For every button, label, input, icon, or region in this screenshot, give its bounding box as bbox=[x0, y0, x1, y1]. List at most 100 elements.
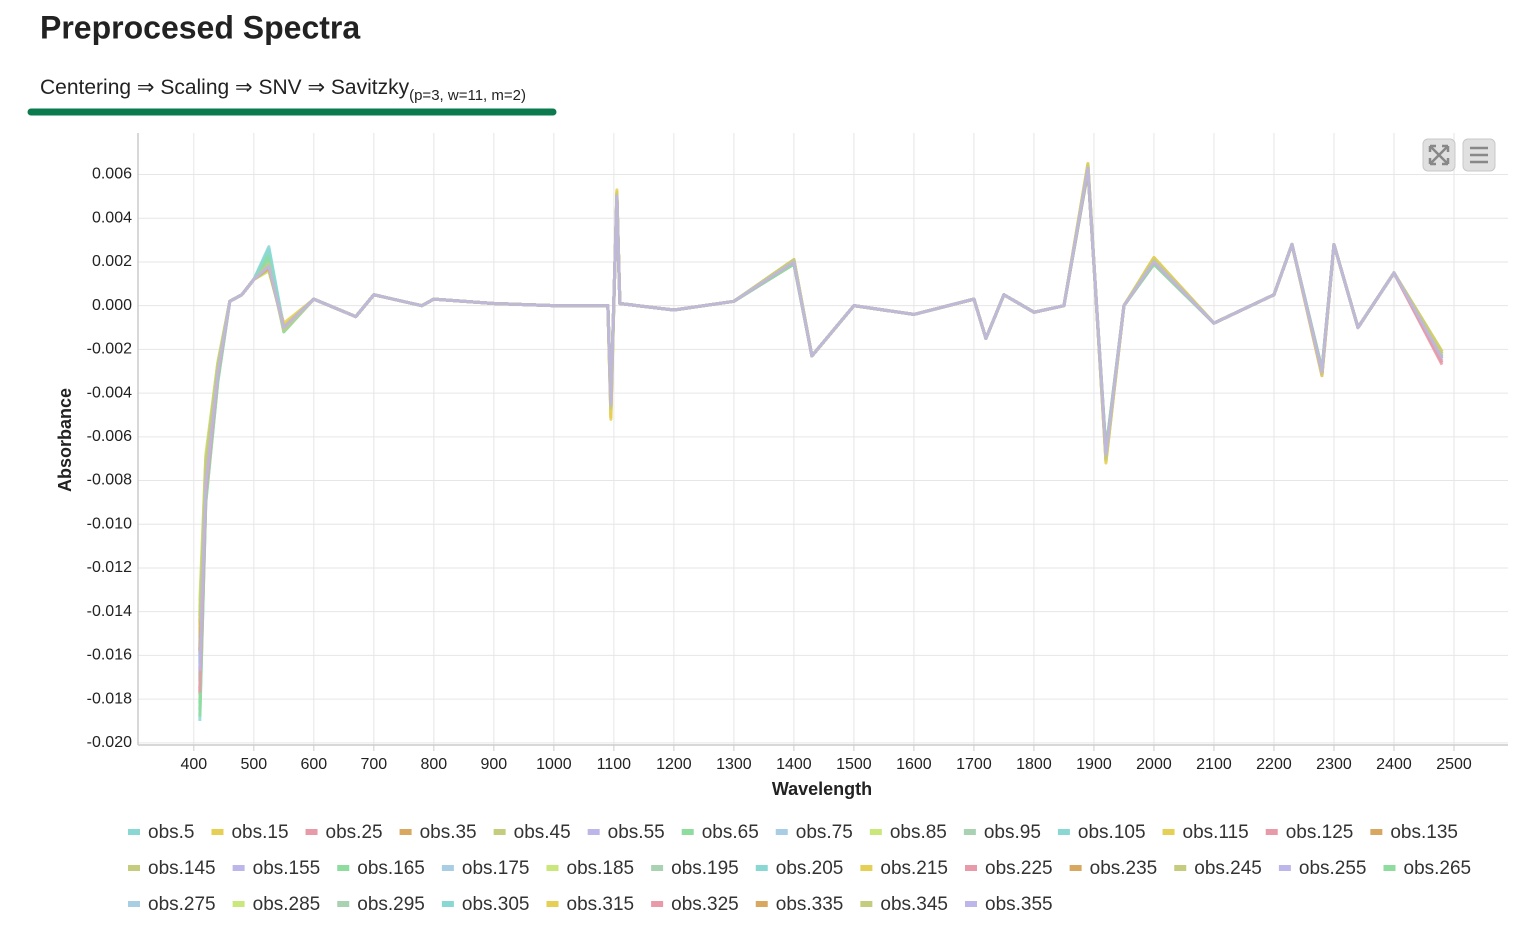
x-tick-label: 1500 bbox=[836, 756, 872, 773]
series-line bbox=[198, 166, 1444, 680]
legend-label: obs.135 bbox=[1390, 822, 1458, 843]
legend-item[interactable]: obs.205 bbox=[755, 858, 844, 879]
series-line bbox=[198, 170, 1444, 722]
legend-item[interactable]: obs.215 bbox=[860, 858, 948, 879]
legend-swatch bbox=[681, 829, 694, 835]
y-tick-label: -0.008 bbox=[87, 472, 132, 489]
legend-item[interactable]: obs.275 bbox=[128, 894, 216, 915]
legend-item[interactable]: obs.225 bbox=[965, 858, 1053, 879]
legend-swatch bbox=[1370, 829, 1383, 835]
legend-item[interactable]: obs.135 bbox=[1370, 822, 1458, 843]
legend-swatch bbox=[337, 901, 350, 907]
legend-label: obs.15 bbox=[231, 822, 288, 843]
legend-label: obs.85 bbox=[890, 822, 947, 843]
fullscreen-button[interactable] bbox=[1422, 138, 1456, 172]
legend-item[interactable]: obs.285 bbox=[232, 894, 321, 915]
y-tick-label: -0.014 bbox=[87, 603, 132, 620]
legend-item[interactable]: obs.355 bbox=[965, 894, 1053, 915]
legend-item[interactable]: obs.345 bbox=[860, 894, 948, 915]
legend-swatch bbox=[965, 865, 977, 871]
y-tick-label: -0.010 bbox=[87, 515, 132, 532]
series-line bbox=[198, 166, 1444, 673]
legend-item[interactable]: obs.5 bbox=[128, 822, 194, 843]
legend-item[interactable]: obs.75 bbox=[775, 822, 853, 843]
legend-swatch bbox=[755, 865, 768, 871]
legend-item[interactable]: obs.315 bbox=[546, 894, 635, 915]
series-line bbox=[198, 168, 1444, 665]
legend-item[interactable]: obs.295 bbox=[337, 894, 425, 915]
x-tick-label: 800 bbox=[420, 756, 447, 773]
legend-label: obs.55 bbox=[608, 822, 665, 843]
legend-item[interactable]: obs.235 bbox=[1069, 858, 1158, 879]
legend-item[interactable]: obs.55 bbox=[587, 822, 665, 843]
legend-item[interactable]: obs.185 bbox=[546, 858, 635, 879]
legend-item[interactable]: obs.125 bbox=[1265, 822, 1354, 843]
series-line bbox=[198, 168, 1444, 717]
x-tick-label: 2000 bbox=[1136, 756, 1172, 773]
x-tick-label: 1700 bbox=[956, 756, 992, 773]
legend-item[interactable]: obs.15 bbox=[211, 822, 289, 843]
series-line bbox=[198, 162, 1444, 632]
series-line bbox=[198, 166, 1444, 658]
legend-item[interactable]: obs.105 bbox=[1057, 822, 1146, 843]
chart-title: Preprocesed Spectra bbox=[40, 9, 360, 45]
legend-swatch bbox=[211, 829, 224, 835]
legend-item[interactable]: obs.165 bbox=[337, 858, 425, 879]
legend-label: obs.255 bbox=[1299, 858, 1367, 879]
legend-item[interactable]: obs.85 bbox=[869, 822, 947, 843]
series-line bbox=[198, 168, 1444, 654]
x-tick-label: 400 bbox=[180, 756, 207, 773]
legend-item[interactable]: obs.195 bbox=[651, 858, 739, 879]
legend-item[interactable]: obs.305 bbox=[441, 894, 530, 915]
legend-item[interactable]: obs.265 bbox=[1383, 858, 1472, 879]
legend-label: obs.205 bbox=[776, 858, 844, 879]
legend-label: obs.245 bbox=[1194, 858, 1262, 879]
menu-button[interactable] bbox=[1462, 138, 1496, 172]
legend-label: obs.145 bbox=[148, 858, 216, 879]
y-tick-label: -0.018 bbox=[87, 690, 132, 707]
legend-item[interactable]: obs.335 bbox=[755, 894, 844, 915]
legend-label: obs.45 bbox=[514, 822, 571, 843]
legend-item[interactable]: obs.245 bbox=[1174, 858, 1262, 879]
legend-item[interactable]: obs.45 bbox=[493, 822, 571, 843]
legend-label: obs.5 bbox=[148, 822, 194, 843]
x-tick-label: 1900 bbox=[1076, 756, 1112, 773]
y-tick-label: -0.016 bbox=[87, 647, 132, 664]
legend-item[interactable]: obs.145 bbox=[128, 858, 216, 879]
legend-item[interactable]: obs.155 bbox=[232, 858, 321, 879]
series-line bbox=[198, 164, 1444, 608]
x-tick-label: 900 bbox=[481, 756, 508, 773]
x-tick-label: 2200 bbox=[1256, 756, 1292, 773]
legend-label: obs.195 bbox=[671, 858, 739, 879]
legend-swatch bbox=[1383, 865, 1396, 871]
legend-swatch bbox=[232, 865, 245, 871]
y-tick-label: -0.004 bbox=[87, 384, 132, 401]
series-line bbox=[198, 164, 1444, 638]
legend-swatch bbox=[337, 865, 350, 871]
legend-item[interactable]: obs.175 bbox=[441, 858, 530, 879]
x-tick-label: 2400 bbox=[1376, 756, 1412, 773]
legend-item[interactable]: obs.65 bbox=[681, 822, 759, 843]
legend-item[interactable]: obs.325 bbox=[651, 894, 739, 915]
legend-swatch bbox=[493, 829, 506, 835]
x-tick-label: 1000 bbox=[536, 756, 572, 773]
legend-swatch bbox=[963, 829, 976, 835]
x-tick-label: 2100 bbox=[1196, 756, 1232, 773]
legend-swatch bbox=[128, 829, 140, 835]
legend-label: obs.355 bbox=[985, 894, 1053, 915]
legend-item[interactable]: obs.115 bbox=[1162, 822, 1249, 843]
x-tick-label: 500 bbox=[240, 756, 267, 773]
legend-item[interactable]: obs.25 bbox=[305, 822, 383, 843]
legend-swatch bbox=[232, 901, 245, 907]
x-tick-label: 1100 bbox=[597, 756, 632, 773]
subtitle-text: Centering ⇒ Scaling ⇒ SNV ⇒ Savitzky bbox=[40, 76, 410, 99]
legend-label: obs.125 bbox=[1286, 822, 1354, 843]
legend-item[interactable]: obs.95 bbox=[963, 822, 1041, 843]
legend-item[interactable]: obs.35 bbox=[399, 822, 477, 843]
legend-label: obs.115 bbox=[1183, 822, 1249, 843]
legend-label: obs.165 bbox=[357, 858, 425, 879]
series-line bbox=[198, 162, 1444, 630]
y-tick-label: -0.006 bbox=[87, 428, 132, 445]
legend-item[interactable]: obs.255 bbox=[1278, 858, 1367, 879]
